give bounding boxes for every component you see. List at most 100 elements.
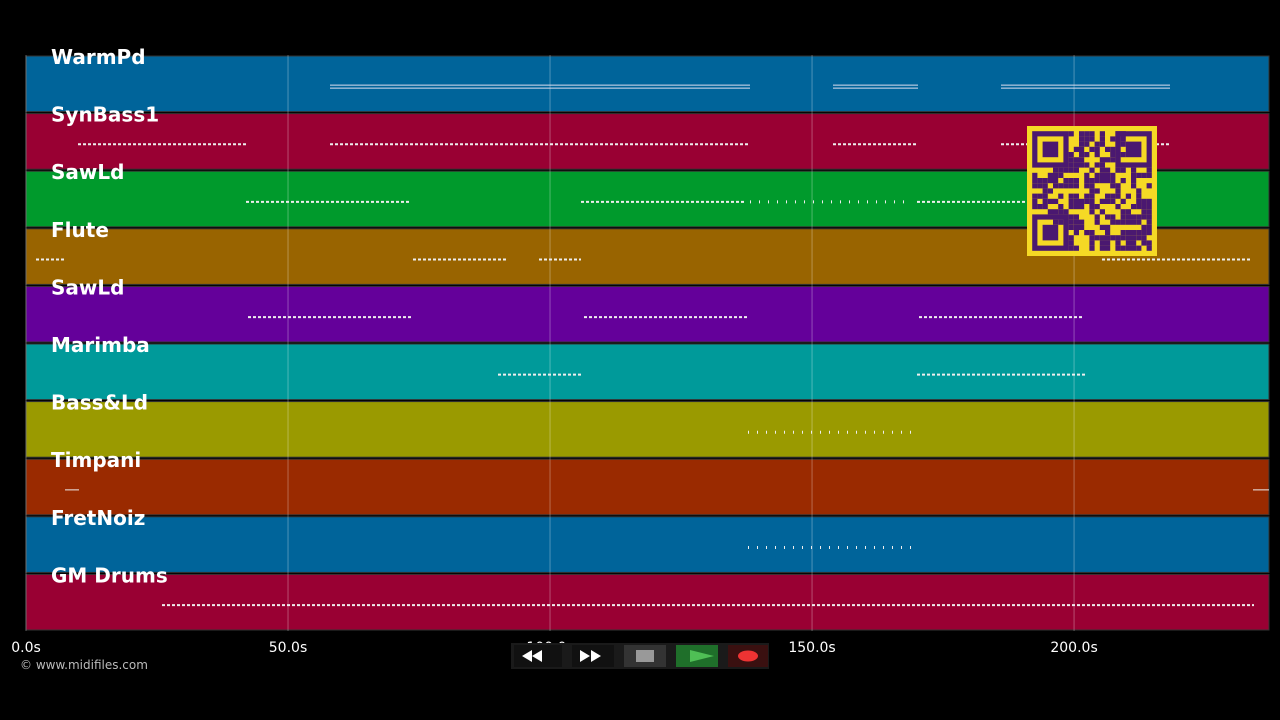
qr-module: [1146, 172, 1152, 178]
qr-module: [1146, 214, 1152, 220]
qr-module: [1084, 141, 1090, 147]
qr-module: [1115, 167, 1121, 173]
qr-module: [1141, 209, 1147, 215]
qr-module: [1105, 157, 1111, 163]
qr-module: [1089, 204, 1095, 210]
qr-finder: [1032, 131, 1069, 168]
qr-module: [1079, 146, 1085, 152]
qr-module: [1131, 235, 1137, 241]
qr-module: [1120, 235, 1126, 241]
track-name: Flute: [51, 218, 109, 242]
qr-module: [1058, 172, 1064, 178]
qr-module: [1125, 209, 1131, 215]
qr-module: [1105, 230, 1111, 236]
qr-module: [1136, 230, 1142, 236]
forward-button[interactable]: [572, 645, 614, 667]
qr-module: [1094, 188, 1100, 194]
qr-module: [1146, 183, 1152, 189]
qr-module: [1120, 152, 1126, 158]
qr-module: [1120, 209, 1126, 215]
qr-module: [1105, 245, 1111, 251]
qr-module: [1110, 157, 1116, 163]
track-name: FretNoiz: [51, 506, 145, 530]
qr-module: [1084, 152, 1090, 158]
qr-module: [1125, 193, 1131, 199]
qr-module: [1089, 240, 1095, 246]
qr-module: [1099, 136, 1105, 142]
qr-module: [1131, 178, 1137, 184]
qr-module: [1068, 193, 1074, 199]
track-lane: [25, 285, 1270, 343]
qr-module: [1120, 198, 1126, 204]
qr-module: [1125, 214, 1131, 220]
qr-module: [1073, 230, 1079, 236]
qr-module: [1073, 146, 1079, 152]
qr-module: [1079, 219, 1085, 225]
qr-module: [1068, 198, 1074, 204]
qr-module: [1120, 245, 1126, 251]
qr-module: [1125, 230, 1131, 236]
rewind-button[interactable]: [514, 645, 562, 667]
track-lane: [25, 573, 1270, 631]
qr-module: [1146, 224, 1152, 230]
play-button[interactable]: [676, 645, 718, 667]
qr-module: [1131, 183, 1137, 189]
qr-module: [1094, 178, 1100, 184]
qr-module: [1131, 230, 1137, 236]
qr-module: [1131, 204, 1137, 210]
qr-module: [1141, 172, 1147, 178]
qr-module: [1068, 157, 1074, 163]
qr-module: [1047, 178, 1053, 184]
qr-module: [1073, 245, 1079, 251]
qr-module: [1136, 204, 1142, 210]
qr-module: [1047, 188, 1053, 194]
qr-module: [1136, 193, 1142, 199]
qr-module: [1141, 240, 1147, 246]
qr-module: [1094, 141, 1100, 147]
qr-module: [1136, 245, 1142, 251]
qr-module: [1146, 245, 1152, 251]
qr-module: [1042, 188, 1048, 194]
qr-module: [1084, 131, 1090, 137]
qr-module: [1099, 245, 1105, 251]
qr-module: [1131, 240, 1137, 246]
qr-module: [1146, 198, 1152, 204]
qr-module: [1125, 240, 1131, 246]
qr-module: [1146, 219, 1152, 225]
qr-module: [1105, 235, 1111, 241]
qr-module: [1110, 198, 1116, 204]
qr-module: [1068, 152, 1074, 158]
qr-module: [1099, 141, 1105, 147]
qr-module: [1032, 172, 1038, 178]
qr-module: [1042, 193, 1048, 199]
track-lane: [25, 516, 1270, 573]
qr-module: [1053, 219, 1059, 225]
track-name: SynBass1: [51, 103, 159, 127]
qr-module: [1079, 136, 1085, 142]
qr-module: [1110, 183, 1116, 189]
time-tick-label: 50.0s: [269, 640, 307, 656]
qr-module: [1042, 204, 1048, 210]
qr-module: [1032, 198, 1038, 204]
qr-module: [1094, 146, 1100, 152]
qr-finder: [1125, 141, 1142, 158]
qr-module: [1099, 198, 1105, 204]
qr-module: [1053, 167, 1059, 173]
qr-module: [1089, 183, 1095, 189]
qr-module: [1079, 157, 1085, 163]
qr-module: [1089, 136, 1095, 142]
qr-module: [1099, 172, 1105, 178]
qr-module: [1063, 178, 1069, 184]
qr-module: [1073, 219, 1079, 225]
stop-button[interactable]: [624, 645, 666, 667]
qr-module: [1120, 219, 1126, 225]
qr-module: [1073, 214, 1079, 220]
qr-module: [1089, 131, 1095, 137]
qr-module: [1037, 204, 1043, 210]
qr-module: [1099, 209, 1105, 215]
qr-module: [1099, 131, 1105, 137]
qr-module: [1120, 230, 1126, 236]
record-button[interactable]: [728, 645, 768, 667]
qr-module: [1120, 167, 1126, 173]
qr-module: [1068, 162, 1074, 168]
